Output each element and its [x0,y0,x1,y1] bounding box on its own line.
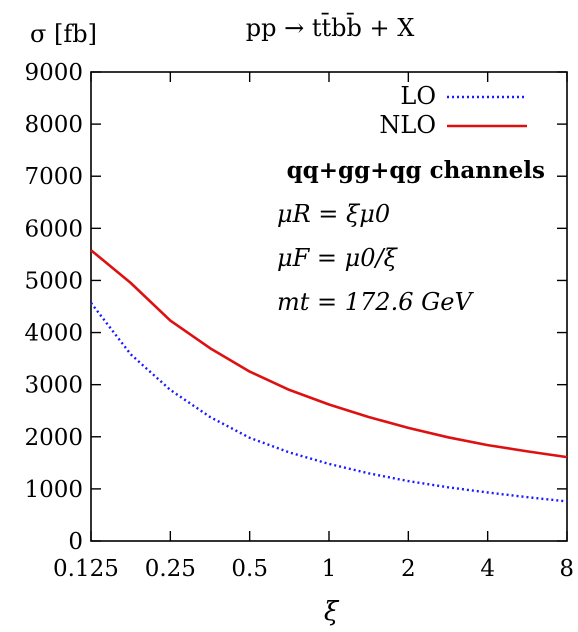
x-tick-label: 4 [480,556,495,582]
y-tick-label: 3000 [24,373,83,399]
y-tick-label: 1000 [24,477,83,503]
y-tick-label: 5000 [24,268,83,294]
legend-label-nlo: NLO [379,111,436,139]
y-tick-label: 4000 [24,321,83,347]
mu-f-annotation: μF = μ0/ξ [277,244,399,272]
x-tick-label: 0.125 [53,556,119,582]
y-tick-label: 0 [68,529,83,555]
mt-annotation: mt = 172.6 GeV [277,288,474,316]
legend-label-lo: LO [400,82,436,110]
annotations: qq+gg+qg channels μR = ξμ0 μF = μ0/ξ mt … [277,157,545,316]
series-line-nlo [90,249,568,459]
channels-annotation: qq+gg+qg channels [287,157,545,184]
x-tick-label: 0.25 [145,556,196,582]
x-tick-label: 2 [401,556,416,582]
legend: LO NLO [379,82,527,139]
chart-title: pp → tt̄bb̄ + X [246,13,415,42]
series-line-lo [90,302,568,503]
mu-r-annotation: μR = ξμ0 [277,200,390,228]
x-tick-label: 8 [559,556,574,582]
y-axis-label: σ [fb] [30,20,97,48]
y-tick-label: 9000 [24,60,83,86]
y-tick-label: 2000 [24,425,83,451]
x-tick-label: 0.5 [231,556,268,582]
y-tick-label: 8000 [24,112,83,138]
x-axis-label: ξ [324,597,340,627]
axis-ticks: 0 1000 2000 3000 4000 5000 6000 7000 8000 9000 0.1… [24,60,574,582]
y-tick-label: 7000 [24,164,83,190]
series-lines [90,249,568,503]
x-tick-label: 1 [322,556,337,582]
y-tick-label: 6000 [24,216,83,242]
